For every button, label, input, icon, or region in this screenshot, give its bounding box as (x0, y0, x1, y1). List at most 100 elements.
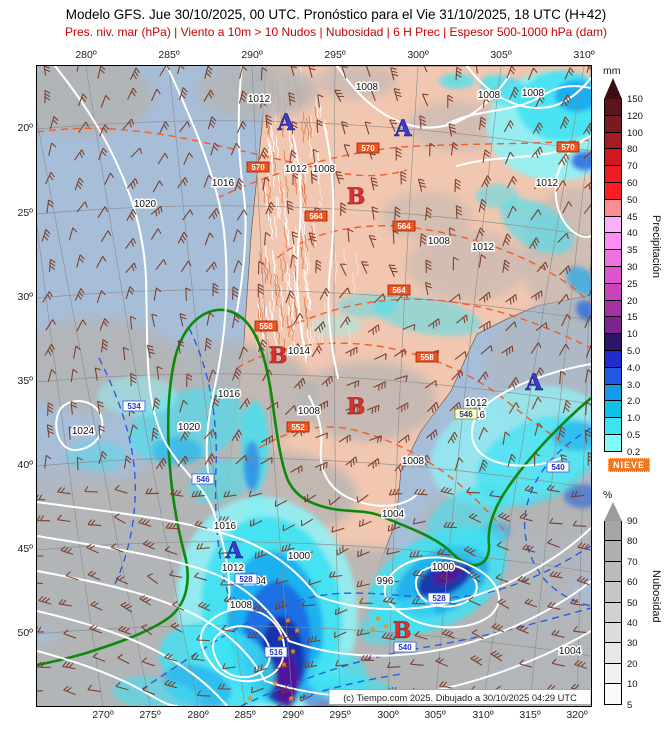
wind-barb (470, 655, 483, 666)
wind-barb (370, 88, 377, 101)
precip-scale-value: 30 (627, 262, 638, 273)
wind-barb (448, 293, 461, 303)
terrain-contour (285, 217, 290, 241)
terrain-contour (272, 327, 277, 351)
terrain-contour (282, 188, 287, 212)
wind-barb (260, 435, 273, 446)
cloud-patch (37, 66, 152, 136)
wind-barb (260, 67, 268, 81)
isobar-line (37, 570, 266, 682)
wind-barb (282, 524, 295, 532)
legend-panel: mm 150 120 100 80 70 60 50 45 40 35 30 25 20 15 10 5.0 4.… (596, 65, 672, 711)
wind-barb (204, 337, 212, 352)
precip-scale-value: 4.0 (627, 362, 641, 374)
terrain-contour (266, 133, 271, 157)
wind-barb (452, 256, 459, 271)
cloud-scale-value: 50 (627, 597, 638, 609)
low-pressure-marker: B (269, 343, 288, 369)
wind-barb (390, 67, 399, 81)
isobar-line (288, 120, 307, 359)
wind-barb (204, 453, 216, 465)
wind-barb (345, 346, 358, 357)
thickness-line-warm (37, 127, 408, 177)
wind-barb (304, 494, 317, 503)
wind-barb (260, 94, 268, 109)
thickness-green-label: 546 (459, 410, 473, 419)
terrain-contour (300, 120, 305, 144)
cloud-arrow-icon (604, 502, 622, 521)
wind-barb (478, 459, 488, 473)
precip-color-cell (604, 367, 622, 385)
weather-map-canvas[interactable]: 1012 1008 1008 1008 1016 1020 1012 1012 1008 1008… (37, 66, 591, 706)
cloud-scale-value: 40 (627, 618, 638, 629)
wind-barb (37, 626, 45, 633)
wind-barb (250, 686, 264, 694)
precip-scale-value: 35 (627, 245, 638, 257)
latitude-line (37, 289, 591, 321)
wind-barb (87, 519, 102, 527)
wind-barb (478, 291, 491, 303)
precip-scale-value: 40 (627, 228, 638, 240)
wind-barb (501, 345, 514, 356)
wind-barb (536, 261, 549, 273)
wind-barb (126, 208, 137, 222)
pressure-value-label: 1008 (298, 406, 321, 417)
wind-barb (146, 344, 155, 359)
snow-marker-icon: * (370, 624, 376, 639)
terrain-contour (292, 242, 297, 266)
thickness-cold-label: 516 (269, 648, 283, 657)
wind-barb (274, 500, 288, 507)
wind-barb (572, 520, 587, 527)
axis-label-top: 280º (75, 49, 97, 61)
terrain-contour (279, 285, 284, 308)
wind-barb (194, 520, 208, 529)
wind-barb (183, 152, 194, 165)
wind-barb (151, 313, 158, 328)
wind-barb (42, 291, 53, 303)
terrain-contour (294, 226, 299, 250)
wind-barb (68, 227, 78, 241)
thickness-line-cold (188, 327, 234, 609)
wind-barb (547, 538, 560, 548)
wind-barb (290, 66, 298, 76)
thickness-warm-label: 570 (561, 143, 575, 152)
precip-color-cell (604, 199, 622, 217)
wind-barb (583, 203, 591, 214)
latitude-line (37, 625, 591, 657)
wind-barb (289, 149, 297, 164)
wind-barb (87, 570, 101, 581)
wind-barb (191, 490, 205, 498)
terrain-contour (282, 250, 287, 274)
longitude-line (168, 66, 246, 706)
wind-barb (373, 381, 386, 391)
axis-label-left: 20º (17, 122, 33, 134)
wind-barb (37, 690, 43, 692)
terrain-contour (261, 180, 266, 203)
terrain-contour (292, 255, 297, 279)
wind-barb (291, 231, 299, 245)
precip-scale-value: 15 (627, 312, 638, 324)
wind-barb (562, 400, 572, 414)
wind-barb (576, 576, 590, 586)
thickness-warm-label: 564 (397, 222, 411, 231)
precip-patch (337, 294, 397, 318)
wind-barb (221, 624, 235, 633)
wind-barb (45, 171, 55, 185)
axis-label-bottom: 315º (519, 709, 541, 721)
wind-barb (157, 152, 169, 165)
precip-patch (552, 421, 591, 451)
terrain-contour (286, 315, 290, 338)
wind-barb (57, 514, 71, 523)
wind-barb (412, 518, 426, 525)
pressure-value-label: 1008 (356, 82, 379, 93)
wind-barb (388, 488, 403, 496)
wind-barb (558, 153, 570, 166)
wind-barb (397, 434, 410, 444)
wind-barb (381, 632, 396, 641)
wind-barb (233, 260, 243, 273)
thickness-cold-label: 546 (196, 475, 210, 484)
precip-color-cell (604, 300, 622, 318)
precip-scale-value: 120 (627, 110, 643, 122)
wind-barb (37, 661, 51, 668)
wind-barb (196, 542, 210, 550)
